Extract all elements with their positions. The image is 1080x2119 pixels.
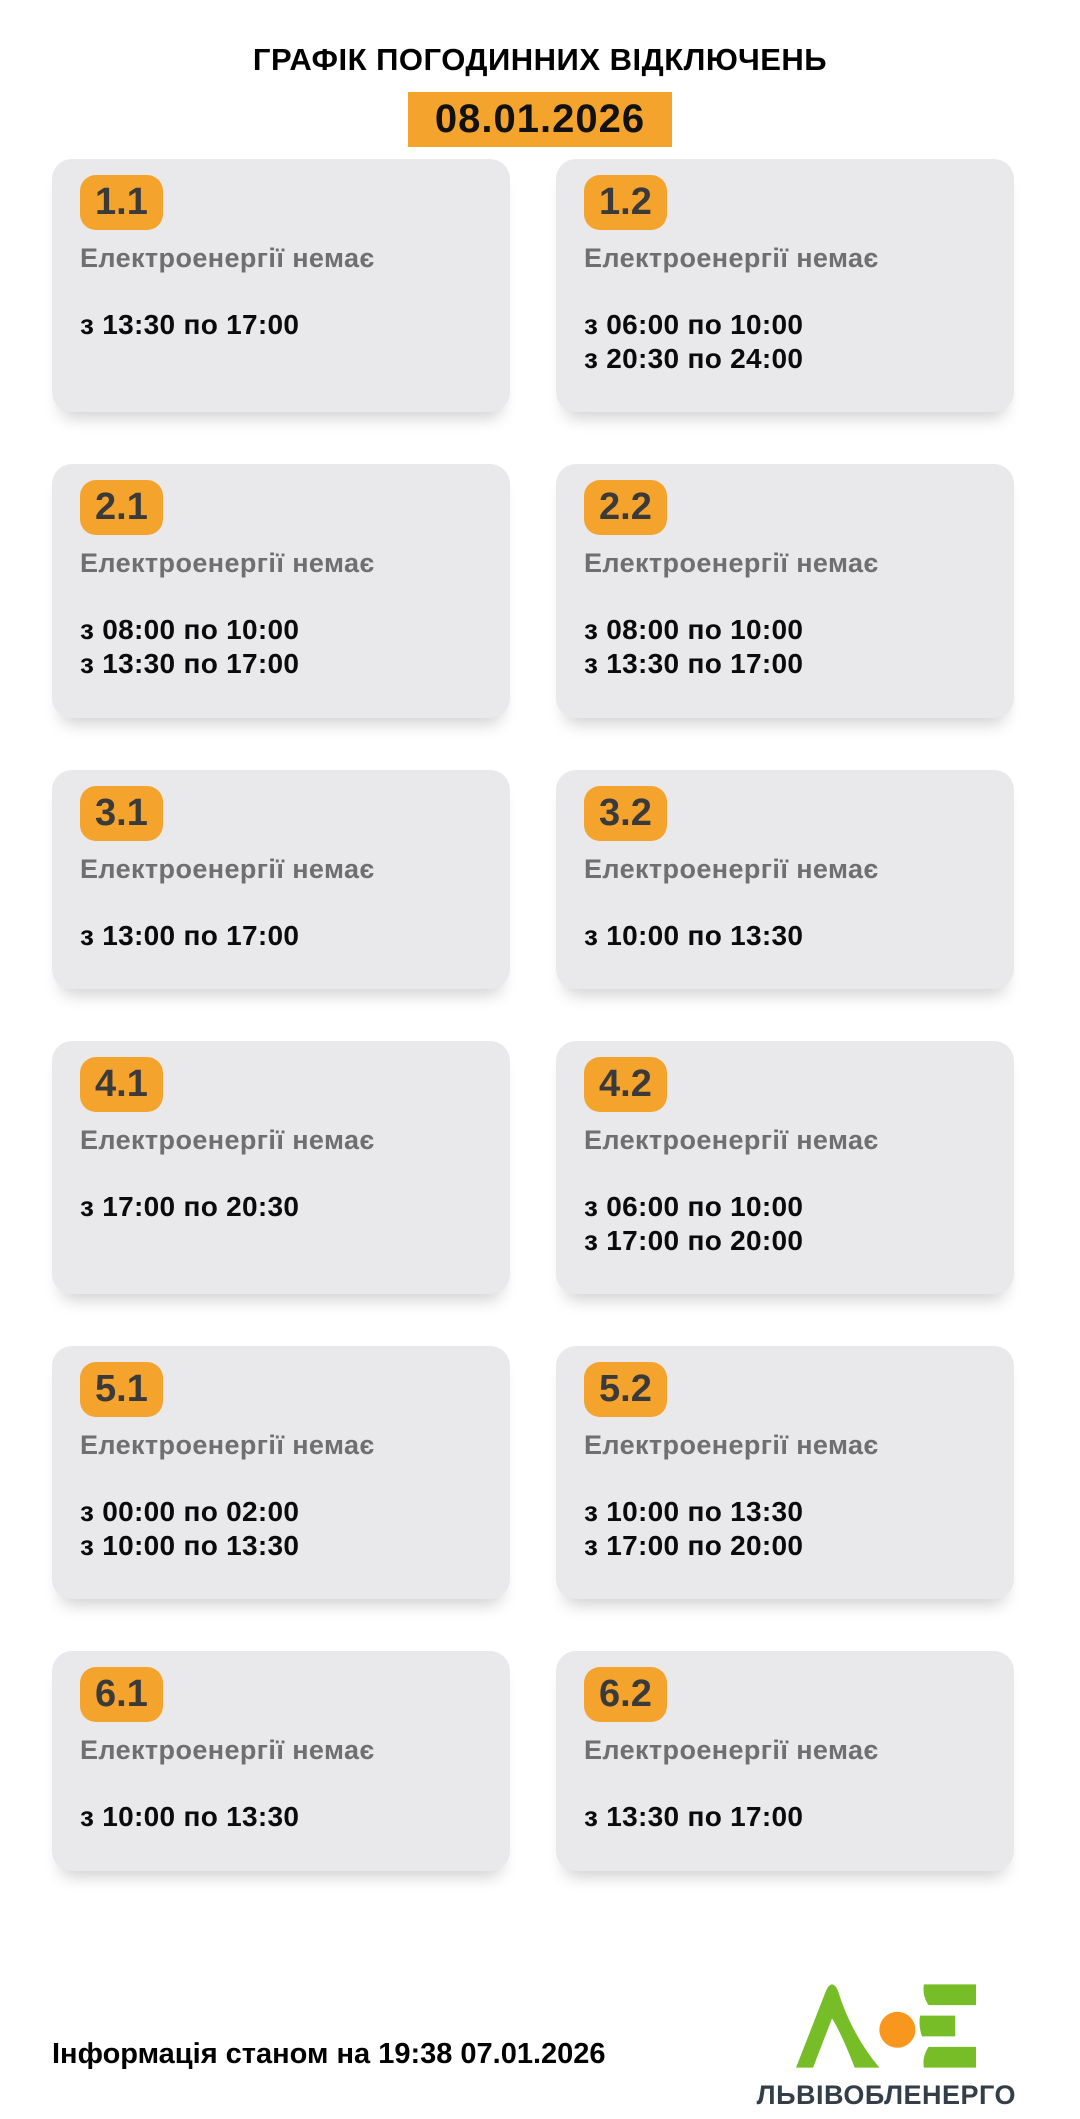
outage-card: 3.1 Електроенергії немає з 13:00 по 17:0…	[52, 769, 510, 989]
time-range: з 17:00 по 20:30	[80, 1190, 300, 1222]
group-badge: 1.2	[584, 175, 667, 230]
status-label: Електроенергії немає	[584, 853, 879, 884]
group-badge: 2.2	[584, 480, 667, 536]
outage-times: з 17:00 по 20:30	[80, 1190, 482, 1224]
time-range: з 10:00 по 13:30	[80, 1801, 300, 1833]
status-label: Електроенергії немає	[584, 548, 879, 579]
time-range: з 08:00 по 10:00	[80, 614, 300, 646]
status-label: Електроенергії немає	[80, 853, 375, 884]
time-range: з 10:00 по 13:30	[80, 1530, 300, 1562]
status-label: Електроенергії немає	[584, 243, 879, 273]
outage-times: з 00:00 по 02:00 з 10:00 по 13:30	[80, 1495, 482, 1563]
status-label: Електроенергії немає	[584, 1735, 879, 1766]
outage-times: з 06:00 по 10:00 з 17:00 по 20:00	[584, 1190, 986, 1258]
footer: Інформація станом на 19:38 07.01.2026 ЛЬ…	[0, 1885, 1080, 2119]
logo-dot-icon	[879, 2011, 916, 2048]
time-range: з 13:30 по 17:00	[80, 309, 300, 340]
outage-times: з 08:00 по 10:00 з 13:30 по 17:00	[584, 613, 986, 681]
logo-e-top-bar	[923, 1984, 977, 2006]
group-badge: 1.1	[80, 175, 163, 230]
group-badge: 5.1	[80, 1362, 163, 1418]
group-badge: 4.2	[584, 1056, 667, 1112]
status-label: Електроенергії немає	[584, 1124, 879, 1155]
info-timestamp: Інформація станом на 19:38 07.01.2026	[52, 2038, 606, 2070]
outage-card: 4.1 Електроенергії немає з 17:00 по 20:3…	[52, 1040, 510, 1295]
time-range: з 17:00 по 20:00	[584, 1530, 804, 1562]
status-label: Електроенергії немає	[80, 1735, 375, 1766]
outage-card: 2.1 Електроенергії немає з 08:00 по 10:0…	[52, 464, 510, 718]
time-range: з 00:00 по 02:00	[80, 1496, 300, 1528]
time-range: з 08:00 по 10:00	[584, 614, 804, 646]
outage-times: з 10:00 по 13:30	[80, 1800, 482, 1834]
group-badge: 6.1	[80, 1667, 163, 1723]
group-badge: 5.2	[584, 1362, 667, 1418]
time-range: з 10:00 по 13:30	[584, 919, 804, 951]
outage-card: 5.2 Електроенергії немає з 10:00 по 13:3…	[556, 1346, 1014, 1600]
group-badge: 3.1	[80, 785, 163, 841]
group-badge: 3.2	[584, 785, 667, 841]
outage-card-grid: 1.1 Електроенергії немає з 13:30 по 17:0…	[0, 159, 1080, 1871]
loe-logo-icon	[796, 1984, 977, 2068]
time-range: з 17:00 по 20:00	[584, 1224, 804, 1256]
time-range: з 06:00 по 10:00	[584, 1190, 804, 1222]
outage-card: 6.1 Електроенергії немає з 10:00 по 13:3…	[52, 1651, 510, 1871]
outage-card: 2.2 Електроенергії немає з 08:00 по 10:0…	[556, 464, 1014, 718]
outage-card: 5.1 Електроенергії немає з 00:00 по 02:0…	[52, 1346, 510, 1600]
status-label: Електроенергії немає	[584, 1430, 879, 1461]
brand-name: ЛЬВІВОБЛЕНЕРГО	[756, 2080, 1016, 2110]
time-range: з 10:00 по 13:30	[584, 1496, 804, 1528]
outage-card: 6.2 Електроенергії немає з 13:30 по 17:0…	[556, 1651, 1014, 1871]
group-badge: 2.1	[80, 480, 163, 536]
page-title: ГРАФІК ПОГОДИННИХ ВІДКЛЮЧЕНЬ	[252, 42, 828, 77]
status-label: Електроенергії немає	[80, 548, 375, 579]
time-range: з 13:30 по 17:00	[584, 648, 804, 680]
outage-times: з 13:00 по 17:00	[80, 919, 482, 953]
logo-e-bottom-bar	[923, 2046, 977, 2068]
outage-card: 1.1 Електроенергії немає з 13:30 по 17:0…	[52, 159, 510, 413]
outage-card: 4.2 Електроенергії немає з 06:00 по 10:0…	[556, 1040, 1014, 1295]
logo-e-mid-bar	[919, 2015, 956, 2037]
outage-times: з 06:00 по 10:00 з 20:30 по 24:00	[584, 308, 986, 376]
group-badge: 6.2	[584, 1667, 667, 1723]
logo-lambda-shape	[796, 1984, 880, 2068]
time-range: з 13:30 по 17:00	[584, 1801, 804, 1833]
outage-times: з 08:00 по 10:00 з 13:30 по 17:00	[80, 613, 482, 681]
time-range: з 06:00 по 10:00	[584, 309, 804, 340]
outage-card: 3.2 Електроенергії немає з 10:00 по 13:3…	[556, 769, 1014, 989]
company-logo: ЛЬВІВОБЛЕНЕРГО	[757, 1984, 1016, 2111]
date-badge: 08.01.2026	[407, 92, 673, 147]
outage-times: з 10:00 по 13:30 з 17:00 по 20:00	[584, 1495, 986, 1563]
status-label: Електроенергії немає	[80, 243, 375, 273]
outage-times: з 10:00 по 13:30	[584, 919, 986, 953]
group-badge: 4.1	[80, 1056, 163, 1112]
time-range: з 13:30 по 17:00	[80, 648, 300, 680]
status-label: Електроенергії немає	[80, 1430, 375, 1461]
outage-times: з 13:30 по 17:00	[80, 308, 482, 342]
status-label: Електроенергії немає	[80, 1124, 375, 1155]
time-range: з 13:00 по 17:00	[80, 919, 300, 951]
outage-times: з 13:30 по 17:00	[584, 1800, 986, 1834]
time-range: з 20:30 по 24:00	[584, 343, 804, 375]
outage-card: 1.2 Електроенергії немає з 06:00 по 10:0…	[556, 159, 1014, 413]
